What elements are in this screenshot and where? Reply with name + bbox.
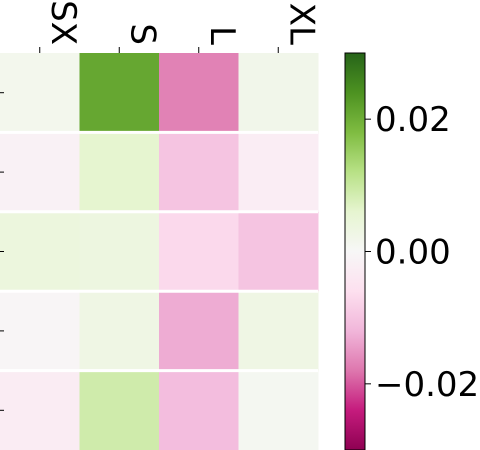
colorbar-tick-label: 0.02 [375, 100, 451, 140]
heatmap-cell-r0-c1 [79, 53, 160, 133]
heatmap-cell-r1-c0 [0, 132, 80, 213]
heatmap-cell-r4-c3 [238, 370, 319, 450]
heatmap-cell-r1-c3 [238, 132, 319, 213]
heatmap-cell-r0-c3 [238, 53, 319, 133]
heatmap-cell-r3-c0 [0, 291, 80, 372]
column-label-sx: SX [43, 0, 83, 45]
heatmap-cell-r4-c2 [159, 370, 239, 450]
colorbar-tick-label: −0.02 [375, 365, 479, 405]
colorbar-tick-label: 0.00 [375, 233, 451, 273]
column-labels: SX S L XL [39, 0, 321, 53]
heatmap-cell-r4-c0 [0, 370, 80, 450]
heatmap-cell-r3-c3 [238, 291, 319, 372]
column-label-s: S [122, 23, 162, 45]
heatmap-cell-r2-c3 [238, 211, 319, 292]
heatmap-cell-r3-c2 [159, 291, 239, 372]
row-ticks [0, 92, 4, 411]
column-label-xl: XL [281, 3, 321, 45]
colorbar-ticks: 0.02 0.00 −0.02 [365, 100, 479, 405]
heatmap-cell-r1-c2 [159, 132, 239, 213]
heatmap-cell-r2-c1 [79, 211, 160, 292]
heatmap-cell-r1-c1 [79, 132, 160, 213]
heatmap-grid [0, 130, 318, 373]
heatmap-cell-r2-c0 [0, 211, 80, 292]
heatmap-cell-r4-c1 [79, 370, 160, 450]
heatmap-cell-r2-c2 [159, 211, 239, 292]
column-label-l: L [202, 26, 242, 45]
heatmap-cell-r0-c0 [0, 53, 80, 133]
heatmap-cells [0, 53, 319, 450]
heatmap-cell-r3-c1 [79, 291, 160, 372]
colorbar [344, 52, 366, 450]
heatmap-cell-r0-c2 [159, 53, 239, 133]
